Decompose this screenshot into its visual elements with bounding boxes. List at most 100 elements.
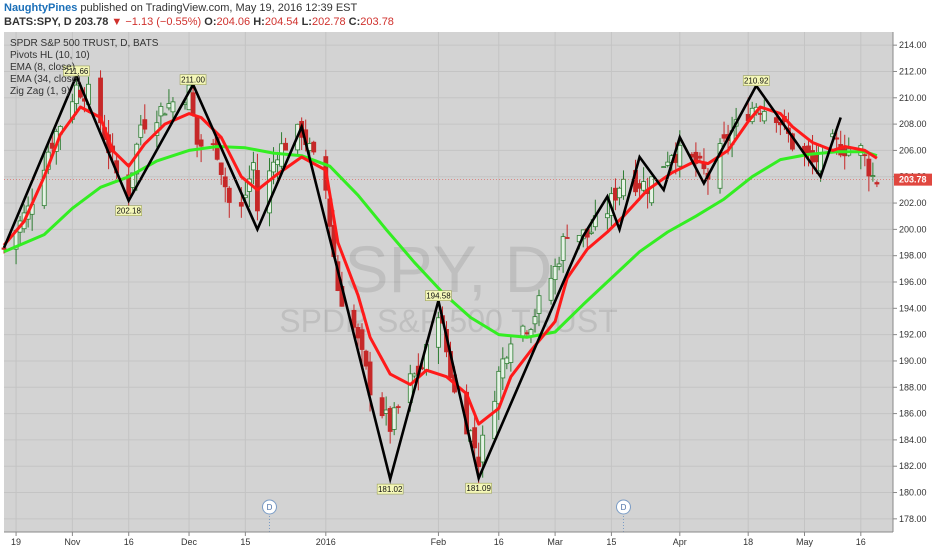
legend-entry: EMA (34, close): [10, 74, 81, 85]
pivot-label-box: [63, 65, 90, 77]
time-tick-label: 2016: [316, 537, 336, 547]
time-tick-label: 16: [856, 537, 866, 547]
candle-body: [1, 247, 7, 250]
price-tick-label: 192.00: [899, 330, 927, 340]
price-tick-label: 208.00: [899, 119, 927, 129]
candle-body: [222, 176, 228, 188]
candle-body: [391, 407, 397, 430]
candle-body: [387, 408, 393, 432]
last-price-tag-box: [894, 173, 932, 186]
time-tick-label: May: [796, 537, 814, 547]
candle-body: [520, 325, 526, 337]
candle-body: [814, 154, 819, 163]
candle-body: [311, 141, 317, 153]
candle-body: [552, 266, 558, 281]
event-marker: [261, 499, 277, 515]
price-axis-bg: [893, 28, 932, 536]
legend-entry: SPDR S&P 500 TRUST, D, BATS: [10, 38, 159, 49]
pivot-label: 202.18: [116, 207, 141, 216]
pivot-labels: 211.66 202.18 211.00 181.02 194.58 181.09 210.…: [63, 65, 770, 495]
pivot-label: 181.02: [378, 485, 403, 494]
price-change: −1.13 (−0.55%): [125, 16, 202, 28]
price-tick-label: 188.00: [899, 382, 927, 392]
close-label: C:: [348, 16, 361, 28]
candle-body: [548, 277, 554, 301]
candle-body: [351, 309, 357, 328]
candle-body: [532, 316, 538, 325]
candle-body: [661, 166, 667, 168]
candle-body: [98, 77, 103, 124]
legend-entry: Pivots HL (10, 10): [10, 50, 90, 61]
price-tick-label: 198.00: [899, 251, 927, 261]
candle-body: [41, 169, 47, 207]
candle-body: [472, 427, 478, 449]
ohlc-line: BATS:SPY, D 203.78 ▼ −1.13 (−0.55%) O:20…: [4, 16, 394, 28]
price-axis[interactable]: 178.00 180.00 182.00 184.00 186.00 188.00 190.…: [892, 28, 932, 536]
candle-body: [637, 183, 642, 189]
event-marker-label: D: [621, 503, 627, 512]
candle-body: [556, 263, 562, 267]
high-value: 204.54: [264, 16, 299, 28]
candle-body: [508, 343, 514, 363]
pivot-label-box: [425, 290, 452, 301]
candle-body: [49, 142, 55, 149]
legend-entry: EMA (8, close): [10, 62, 75, 73]
time-tick-label: 16: [124, 537, 134, 547]
candle-body: [697, 155, 703, 159]
candle-body: [283, 142, 288, 151]
candle-body: [524, 332, 530, 335]
candle-body: [198, 139, 204, 147]
price-tick-label: 190.00: [899, 356, 927, 366]
candle-body: [275, 159, 280, 166]
candle-body: [267, 170, 272, 214]
price-tick-label: 182.00: [899, 461, 927, 471]
time-tick-label: Dec: [181, 537, 198, 547]
candle-body: [194, 116, 200, 145]
close-value: 203.78: [360, 16, 394, 28]
candle-body: [158, 106, 164, 117]
candle-body: [810, 150, 815, 163]
candle-body: [190, 92, 196, 116]
candle-body: [641, 181, 646, 191]
event-marker: [615, 499, 631, 515]
symbol-label: BATS:SPY, D: [4, 16, 72, 28]
price-tick-label: 206.00: [899, 145, 927, 155]
candle-body: [604, 213, 610, 219]
legend-entry: Zig Zag (1, 9): [10, 86, 70, 97]
down-arrow-icon: ▼: [111, 16, 123, 28]
candle-body: [862, 154, 868, 157]
candle-body: [166, 103, 172, 109]
low-value: 202.78: [311, 16, 346, 28]
open-value: 204.06: [216, 16, 251, 28]
pivot-label-box: [179, 74, 207, 85]
candle-body: [717, 143, 723, 189]
time-tick-label: 18: [743, 537, 753, 547]
candle-body: [560, 236, 566, 261]
price-tick-label: 200.00: [899, 224, 927, 234]
time-axis[interactable]: 19 Nov 16 Dec 15 2016 Feb 16 Mar 15 Apr 18 May 16: [4, 531, 893, 547]
candle-body: [218, 162, 224, 175]
candle-body: [773, 117, 779, 124]
time-tick-label: 15: [606, 537, 616, 547]
candle-body: [621, 178, 626, 197]
candle-body: [677, 144, 683, 167]
candle-body: [874, 182, 880, 185]
pivot-label: 194.58: [426, 292, 451, 301]
candle-body: [138, 124, 144, 138]
last-price-tag: 203.78: [894, 173, 932, 186]
price-tick-label: 194.00: [899, 303, 927, 313]
publish-info: published on TradingView.com, May 19, 20…: [80, 2, 358, 14]
candle-body: [355, 327, 361, 339]
author-link[interactable]: NaughtyPines: [4, 2, 78, 14]
pivot-label-box: [115, 205, 143, 216]
pivot-label-box: [465, 482, 492, 494]
candle-body: [395, 406, 401, 408]
ema-slow-line: [3, 145, 878, 339]
price-tick-label: 186.00: [899, 409, 927, 419]
candle-body: [210, 143, 216, 146]
candle-body: [617, 187, 622, 199]
